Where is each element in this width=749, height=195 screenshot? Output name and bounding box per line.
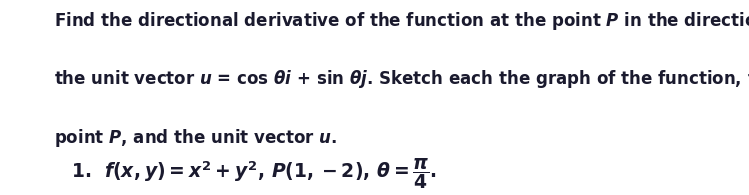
Text: point $P$, and the unit vector $u$.: point $P$, and the unit vector $u$. (54, 127, 337, 149)
Text: Find the directional derivative of the function at the point $P$ in the directio: Find the directional derivative of the f… (54, 10, 749, 32)
Text: the unit vector $u$ = cos $\theta i$ + sin $\theta j$. Sketch each the graph of : the unit vector $u$ = cos $\theta i$ + s… (54, 68, 749, 90)
Text: 1.  $f(x,y) = x^2 + y^2$, $P(1, - 2)$, $\theta = \dfrac{\pi}{4}$.: 1. $f(x,y) = x^2 + y^2$, $P(1, - 2)$, $\… (71, 156, 437, 191)
